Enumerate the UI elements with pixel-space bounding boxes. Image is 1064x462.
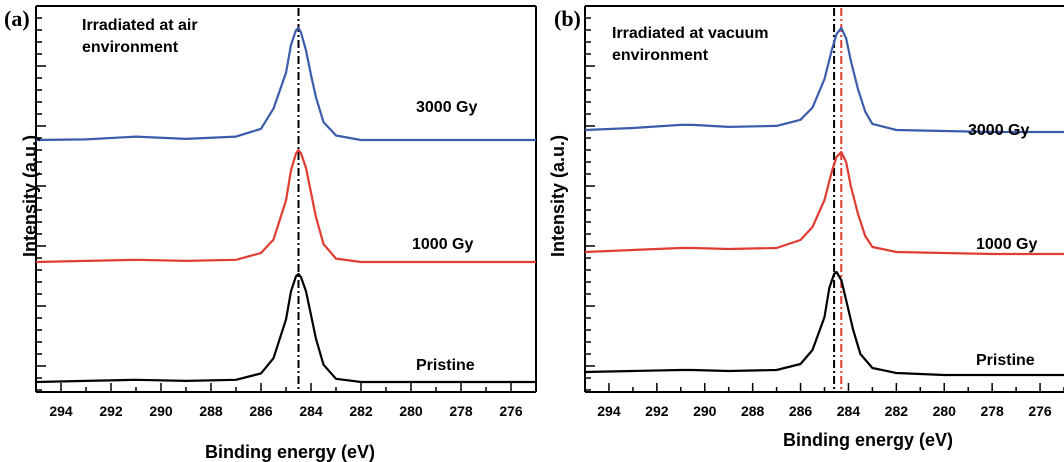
x-tick-label: 280 (399, 403, 423, 419)
series-line-pristine (584, 270, 1064, 377)
x-tick-label: 280 (933, 403, 957, 419)
series-line-3000-gy (584, 26, 1064, 134)
x-tick-label: 288 (199, 403, 223, 419)
x-axis-title: Binding energy (eV) (205, 442, 375, 462)
series-label: Pristine (416, 357, 475, 374)
series-line-1000-gy (584, 150, 1064, 256)
annotation-text: environment (612, 47, 709, 64)
x-tick-label: 292 (645, 403, 669, 419)
series-line-3000-gy (35, 26, 536, 142)
panel-a: 294 292 290 288 286 284 282 280 278 276 3000 Gy 100… (4, 5, 537, 462)
series-label: 3000 Gy (416, 99, 477, 116)
annotation-text: Irradiated at air (82, 17, 198, 34)
x-tick-label: 276 (1028, 403, 1052, 419)
x-tick-label: 282 (885, 403, 909, 419)
y-axis-title: Intensity (a.u.) (548, 135, 568, 257)
x-tick-label: 290 (693, 403, 717, 419)
panel-b: 294 292 290 288 286 284 282 280 278 276 3000 Gy 100… (548, 5, 1064, 450)
x-tick-label: 288 (741, 403, 765, 419)
x-tick-label: 290 (149, 403, 173, 419)
series-line-1000-gy (35, 148, 536, 264)
x-tick-label: 276 (499, 403, 523, 419)
x-tick-label: 294 (597, 403, 621, 419)
panel-label: (a) (4, 6, 30, 31)
x-tick-label: 282 (349, 403, 373, 419)
x-tick-label: 286 (249, 403, 273, 419)
series-label: 1000 Gy (976, 236, 1037, 253)
x-tick-label: 294 (49, 403, 73, 419)
annotation-text: environment (82, 39, 179, 56)
x-tick-label: 292 (99, 403, 123, 419)
y-axis-title: Intensity (a.u.) (20, 135, 40, 257)
x-tick-label: 286 (789, 403, 813, 419)
x-tick-label: 284 (299, 403, 323, 419)
series-line-pristine (35, 272, 536, 384)
series-label: 3000 Gy (968, 122, 1029, 139)
series-label: 1000 Gy (412, 236, 473, 253)
x-tick-label: 278 (980, 403, 1004, 419)
x-tick-label: 278 (449, 403, 473, 419)
x-tick-label: 284 (837, 403, 861, 419)
panel-label: (b) (554, 6, 581, 31)
annotation-text: Irradiated at vacuum (612, 25, 769, 42)
series-label: Pristine (976, 352, 1035, 369)
x-axis-title: Binding energy (eV) (783, 430, 953, 450)
